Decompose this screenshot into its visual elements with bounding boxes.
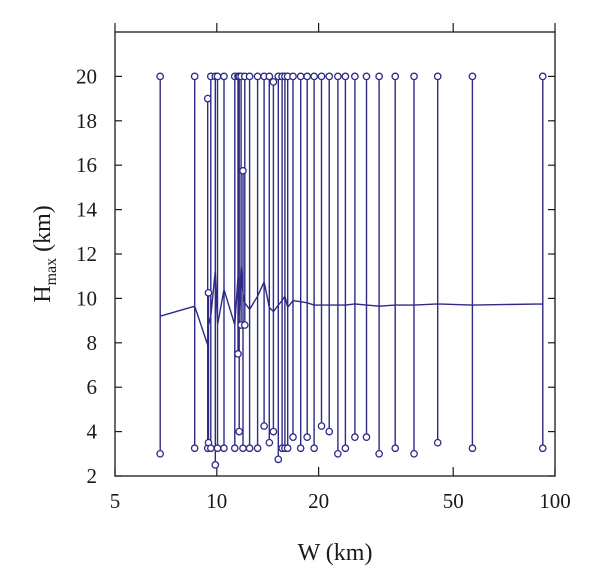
data-point-bottom [206, 444, 215, 453]
data-point-top [265, 72, 274, 81]
x-tick-label: 5 [110, 489, 121, 513]
data-point-bottom [274, 455, 283, 464]
data-point-bottom [410, 449, 418, 458]
y-axis-title-unit: (km) [30, 205, 56, 258]
data-point-bottom [303, 433, 312, 441]
data-point-top [253, 72, 262, 81]
series-markers [156, 72, 547, 469]
data-point-top [269, 78, 278, 86]
series-path [159, 75, 544, 466]
data-point-top [239, 166, 247, 175]
y-tick-label: 2 [87, 464, 98, 488]
x-tick-label: 10 [206, 489, 227, 513]
data-point-top [156, 72, 165, 81]
data-point-bottom [375, 449, 383, 458]
data-point-bottom [296, 444, 305, 453]
data-point-top [296, 72, 305, 81]
series-line [159, 75, 544, 466]
data-point-bottom [341, 444, 350, 453]
x-tick-label: 20 [308, 489, 329, 513]
data-point-bottom [317, 422, 326, 430]
y-axis: 2 4 6 8 10 12 14 16 18 20 [76, 64, 555, 488]
data-point-top [220, 72, 228, 81]
data-point-bottom [235, 427, 244, 436]
y-tick-label: 12 [76, 242, 97, 266]
data-point-top [325, 72, 334, 81]
data-point-top [334, 72, 342, 81]
data-point-bottom [220, 444, 228, 453]
data-point-top [203, 94, 212, 103]
data-point-bottom [289, 433, 297, 441]
data-point-bottom [260, 422, 268, 430]
data-point-bottom [245, 444, 254, 453]
data-point-top [433, 72, 442, 81]
y-axis-title: Hmax (km) [30, 205, 60, 303]
data-point-top [289, 72, 297, 81]
data-point-top [362, 72, 371, 81]
y-axis-title-subscript: max [43, 258, 60, 286]
y-tick-label: 20 [76, 64, 97, 88]
data-point-bottom [362, 433, 371, 441]
data-point-bottom [230, 444, 239, 453]
data-point-bottom [190, 444, 199, 453]
y-tick-label: 16 [76, 153, 97, 177]
y-axis-title-main: H [30, 285, 56, 302]
data-point-bottom [239, 444, 247, 453]
data-point-top [204, 288, 213, 297]
data-point-top [391, 72, 400, 81]
data-point-top [190, 72, 199, 81]
data-point-top [410, 72, 418, 81]
data-point-top [245, 72, 254, 81]
data-point-bottom [283, 444, 292, 453]
data-point-bottom [234, 350, 242, 358]
y-tick-label: 6 [87, 375, 98, 399]
data-point-bottom [240, 321, 249, 329]
data-point-top [468, 72, 477, 81]
data-point-bottom [351, 433, 359, 441]
plot-frame [114, 31, 556, 477]
data-point-bottom [391, 444, 400, 453]
data-point-top [341, 72, 350, 81]
data-point-top [213, 72, 222, 81]
x-axis: 5 10 20 50 100 [110, 23, 571, 513]
data-point-bottom [253, 444, 262, 453]
data-point-top [303, 72, 312, 81]
data-point-bottom [310, 444, 318, 453]
data-point-bottom [468, 444, 477, 453]
data-point-bottom [433, 438, 442, 447]
data-point-bottom [265, 438, 274, 447]
data-point-top [351, 72, 359, 81]
data-point-bottom [156, 449, 165, 458]
y-tick-label: 14 [76, 198, 98, 222]
data-point-bottom [325, 427, 334, 436]
data-point-top [538, 72, 547, 81]
y-tick-label: 10 [76, 286, 97, 310]
data-point-top [317, 72, 326, 81]
data-point-bottom [213, 444, 222, 453]
x-tick-label: 100 [539, 489, 571, 513]
data-point-bottom [269, 427, 278, 436]
data-point-top [310, 72, 318, 81]
y-tick-label: 18 [76, 109, 97, 133]
x-tick-label: 50 [443, 489, 464, 513]
data-point-bottom [211, 461, 220, 469]
y-tick-label: 8 [87, 331, 98, 355]
data-point-bottom [538, 444, 547, 453]
x-axis-title: W (km) [298, 540, 373, 566]
data-point-bottom [334, 449, 342, 458]
y-tick-label: 4 [87, 420, 98, 444]
data-point-top [375, 72, 383, 81]
